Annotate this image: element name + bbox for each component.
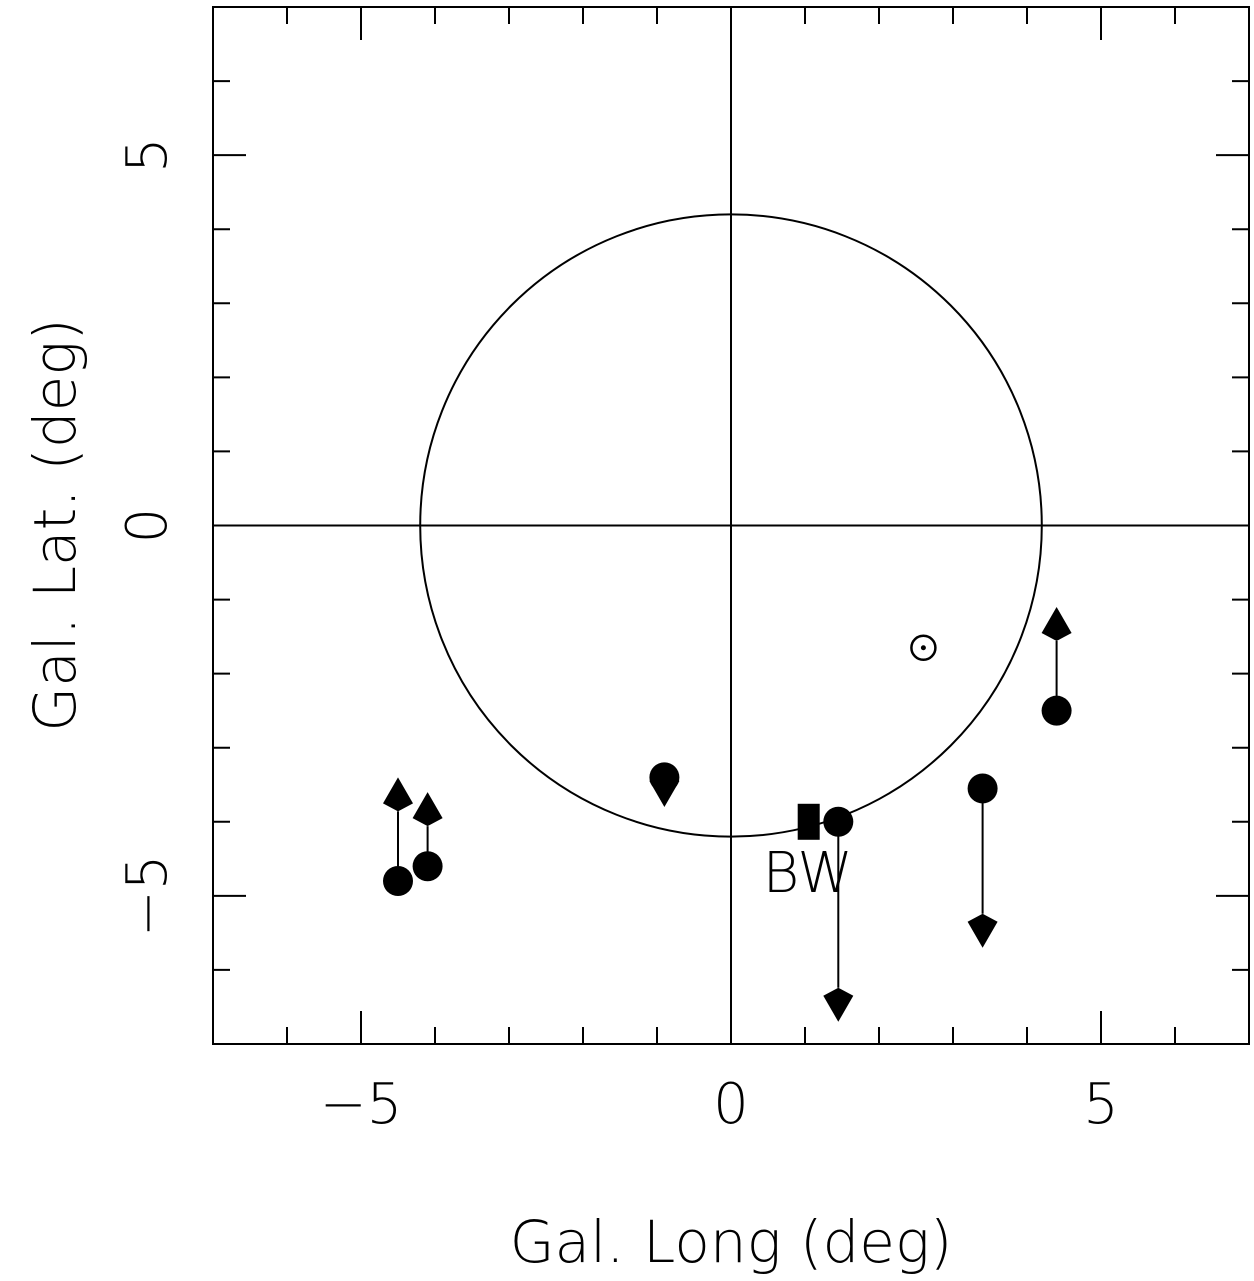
y-tick-label: −5 [115, 855, 180, 938]
data-point [649, 762, 680, 793]
x-tick-label: −5 [320, 1072, 403, 1137]
zero-lines [213, 7, 1249, 1044]
arrow-head-down [967, 913, 998, 948]
y-axis-label: Gal. Lat. (deg) [21, 318, 89, 732]
x-tick-label: 5 [1083, 1072, 1119, 1137]
points-layer [383, 606, 1072, 1022]
x-tick-label: 0 [713, 1072, 749, 1137]
region-circle [419, 213, 1043, 838]
arrow-head-up [383, 777, 413, 812]
data-point [383, 866, 413, 897]
data-point [967, 773, 998, 804]
data-point [412, 851, 443, 882]
arrow-head-up [1041, 606, 1072, 641]
x-axis-label: Gal. Long (deg) [510, 1208, 953, 1276]
data-point [1041, 695, 1072, 726]
labels-layer: −5 0 5 −5 0 5 BW [115, 137, 1119, 1137]
y-tick-label: 0 [115, 508, 180, 544]
point-label: BW [763, 841, 853, 906]
open-circle-center-dot [920, 645, 926, 651]
circle-layer [419, 213, 1043, 838]
square-point [797, 803, 820, 840]
arrow-head-up [412, 792, 443, 827]
data-point [823, 806, 854, 837]
arrow-head-down [823, 987, 854, 1022]
y-tick-label: 5 [115, 137, 180, 173]
